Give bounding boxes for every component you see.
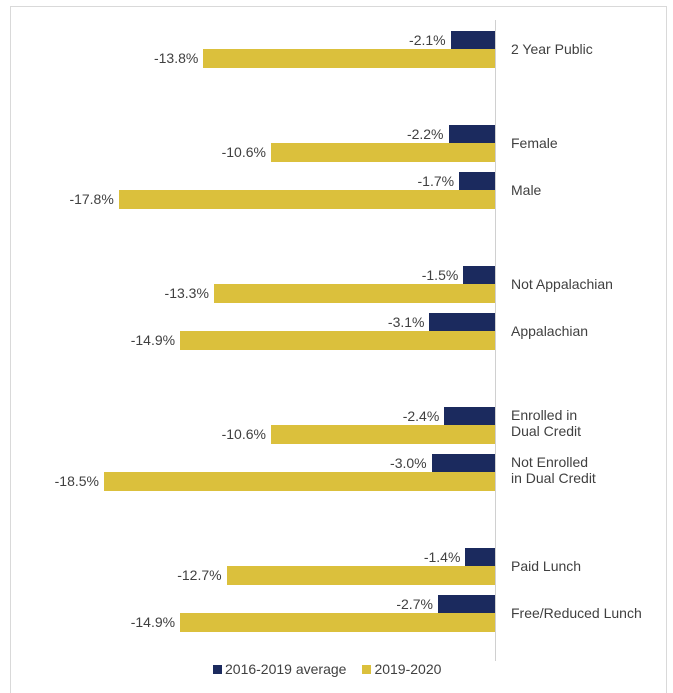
category-label: Not Enrolled in Dual Credit (511, 454, 596, 486)
bar (180, 613, 495, 632)
value-label: -18.5% (54, 473, 99, 489)
bar (444, 406, 495, 425)
bar (431, 453, 495, 472)
value-label: -14.9% (130, 332, 176, 348)
zero-line (495, 20, 496, 661)
bar (459, 171, 495, 190)
value-label: -3.1% (387, 313, 425, 330)
bar (437, 594, 495, 613)
value-label: -17.8% (69, 191, 114, 207)
legend-swatch (213, 665, 222, 674)
value-label: -13.3% (164, 285, 209, 301)
value-label: -10.6% (221, 426, 266, 442)
value-label: -2.7% (396, 595, 433, 612)
value-label: -14.9% (130, 614, 176, 630)
bar (270, 143, 495, 162)
legend-swatch (362, 665, 372, 674)
chart-frame (10, 6, 667, 693)
value-label: -1.7% (417, 172, 455, 189)
category-label: Free/Reduced Lunch (511, 605, 642, 621)
category-label: Enrolled in Dual Credit (511, 407, 582, 439)
bar (429, 312, 495, 331)
value-label: -1.5% (421, 266, 459, 283)
bar (226, 566, 495, 585)
bar (180, 331, 495, 350)
bar (463, 265, 495, 284)
bar (203, 49, 495, 68)
value-label: -2.4% (402, 407, 440, 424)
value-label: -2.1% (409, 31, 446, 48)
value-label: -12.7% (177, 567, 222, 583)
bar (465, 547, 495, 566)
category-label: Female (511, 135, 558, 151)
value-label: -3.0% (390, 454, 427, 471)
category-label: Male (511, 182, 542, 198)
value-label: -13.8% (153, 50, 199, 66)
bar (448, 124, 495, 143)
category-label: Not Appalachian (511, 276, 613, 292)
bar (270, 425, 495, 444)
category-label: Appalachian (511, 323, 589, 339)
bar (118, 190, 495, 209)
category-label: 2 Year Public (511, 41, 593, 57)
bar (213, 284, 495, 303)
bar (450, 30, 495, 49)
value-label: -2.2% (406, 125, 444, 142)
value-label: -1.4% (423, 548, 461, 565)
legend-label: 2016-2019 average (225, 661, 347, 677)
value-label: -10.6% (221, 144, 266, 160)
category-label: Paid Lunch (511, 558, 582, 574)
legend-label: 2019-2020 (374, 661, 442, 677)
bar (104, 472, 495, 491)
